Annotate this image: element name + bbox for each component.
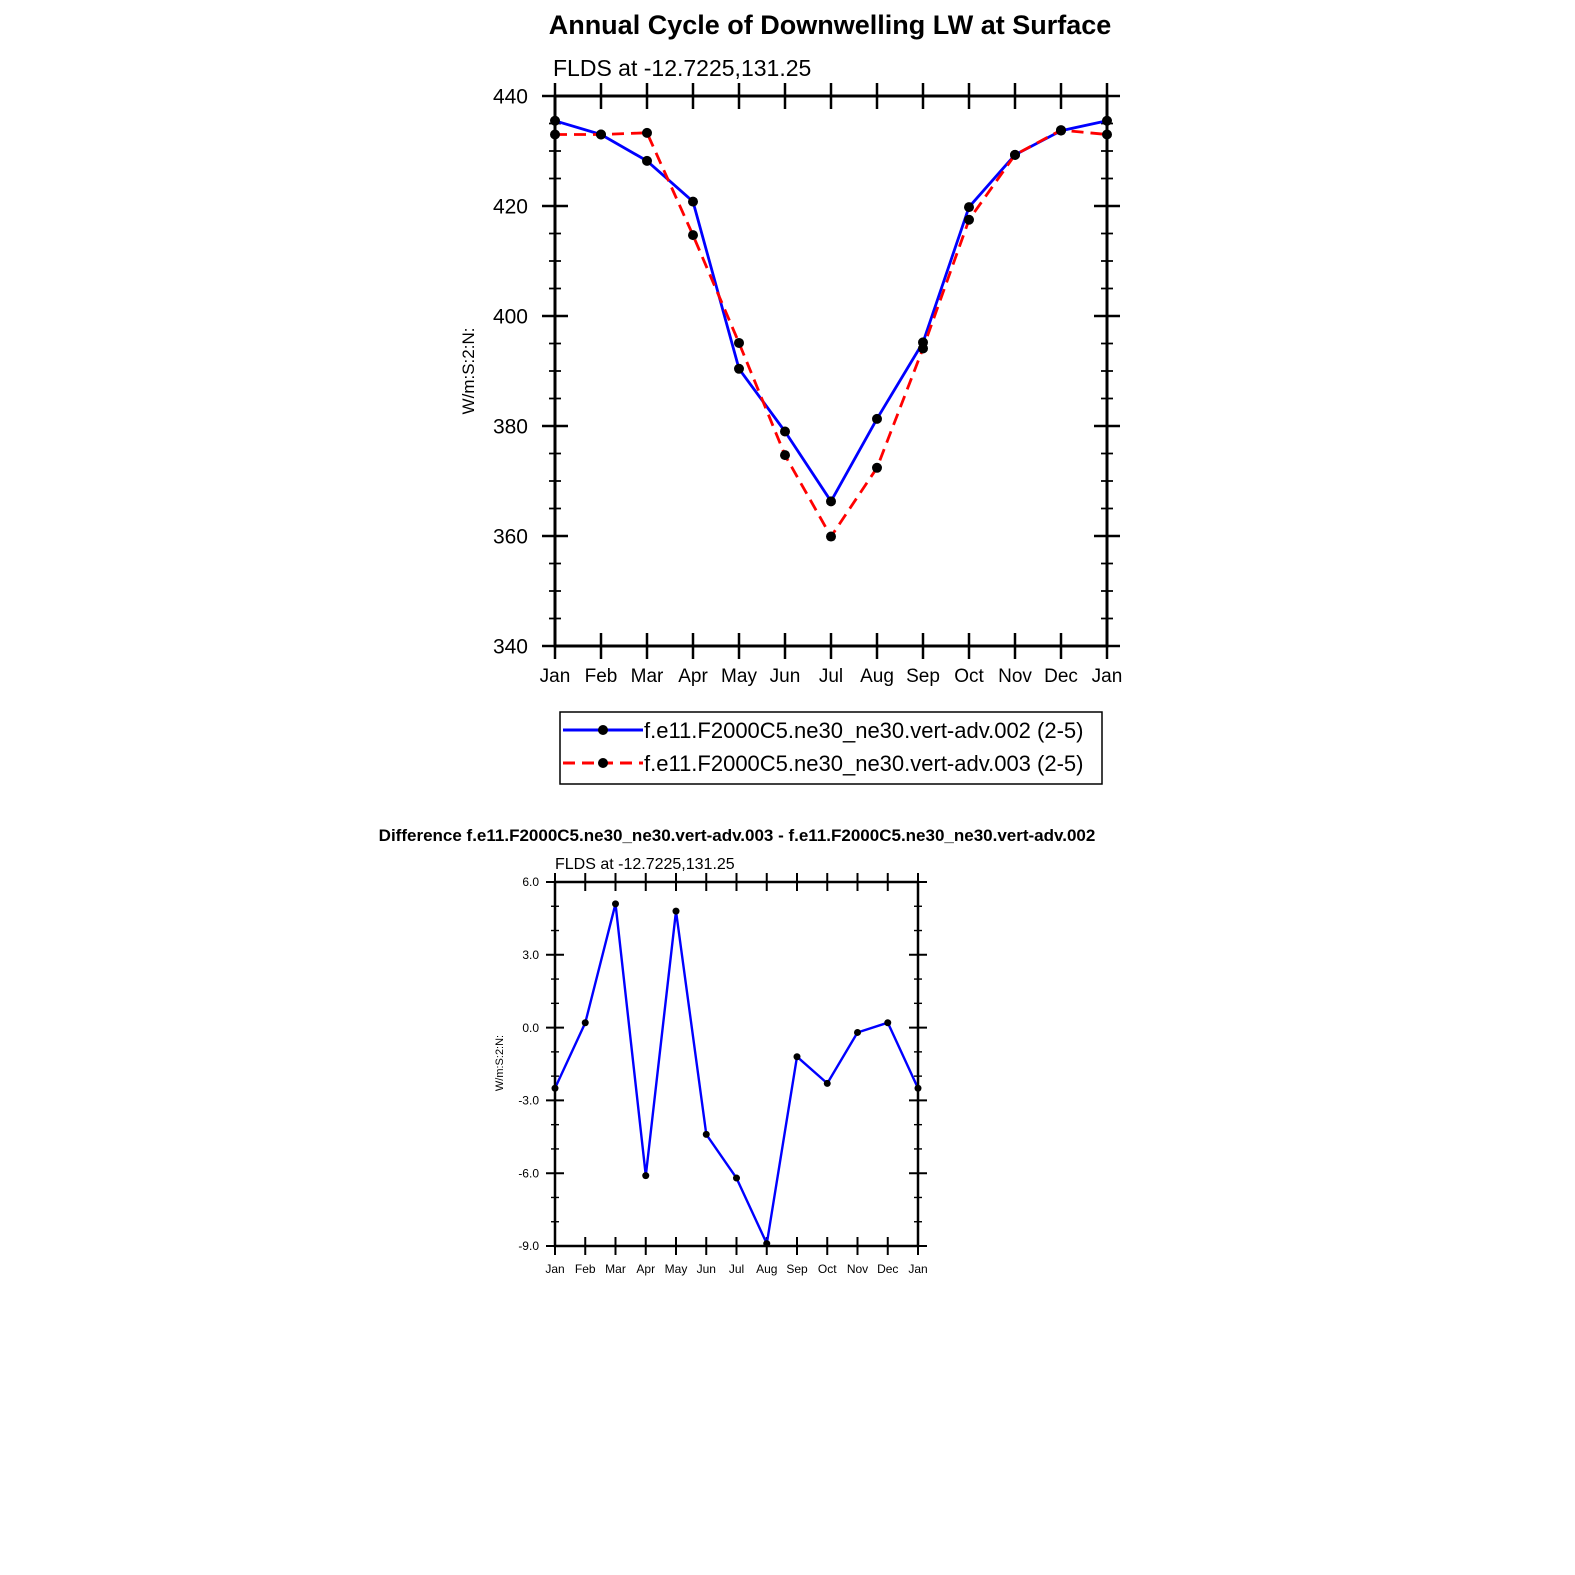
chart2-xtick-label-11: Dec <box>877 1262 898 1276</box>
legend-marker-series-1 <box>598 725 608 735</box>
chart2-ytick-label-4: 3.0 <box>522 948 539 962</box>
chart1-series-2-point-6 <box>826 531 836 542</box>
chart1-xtick-label-3: Apr <box>678 666 708 687</box>
chart2-xtick-label-7: Aug <box>756 1262 777 1276</box>
chart1-series-2-point-3 <box>688 230 698 241</box>
chart1-xtick-labels: Jan Feb Mar Apr May Jun Jul Aug Sep Oct Nov Dec Jan <box>540 666 1123 687</box>
chart2-ytick-labels: -9.0 -6.0 -3.0 0.0 3.0 6.0 <box>518 875 539 1253</box>
chart2-xtick-label-4: May <box>665 1262 688 1276</box>
legend-marker-series-2 <box>598 758 608 768</box>
chart1-axis-ticks <box>542 83 1120 659</box>
chart1-series-2-point-7 <box>872 462 882 473</box>
chart1-legend-box <box>559 711 1103 785</box>
chart1-xtick-label-5: Jun <box>770 666 801 687</box>
chart1-legend: f.e11.F2000C5.ne30_ne30.vert-adv.002 (2-… <box>559 711 1103 785</box>
chart2-plot-frame <box>553 880 920 1248</box>
chart1-series-line-1 <box>554 119 1108 503</box>
chart2-ytick-label-1: -6.0 <box>518 1166 539 1180</box>
chart1-ytick-label-5: 440 <box>493 85 528 108</box>
chart1-series-2-point-11 <box>1056 125 1066 136</box>
chart1-series-group <box>550 115 1112 542</box>
chart2-series-1-point-8 <box>793 1053 801 1061</box>
chart2-xtick-label-6: Jul <box>729 1262 744 1276</box>
chart1-xtick-label-0: Jan <box>540 666 571 687</box>
chart1-series-2-point-9 <box>964 214 974 225</box>
chart1-ytick-labels: 340 360 380 400 420 440 <box>493 85 528 658</box>
chart1-series-1-point-5 <box>780 426 790 437</box>
chart2-series-1-point-4 <box>672 907 680 915</box>
chart1-ytick-label-1: 360 <box>493 525 528 548</box>
chart2-xtick-label-8: Sep <box>786 1262 808 1276</box>
chart2-xtick-label-12: Jan <box>908 1262 927 1276</box>
chart1-xtick-label-10: Nov <box>998 666 1032 687</box>
chart2-xtick-label-9: Oct <box>818 1262 837 1276</box>
chart1-series-1-point-4 <box>734 363 744 374</box>
chart2-xtick-label-10: Nov <box>847 1262 868 1276</box>
chart2-series-1-point-2 <box>612 900 619 908</box>
chart2-series-1-point-6 <box>733 1174 740 1182</box>
chart2-xtick-label-5: Jun <box>697 1262 716 1276</box>
chart1-series-1-point-3 <box>688 196 698 207</box>
chart1-xtick-label-9: Oct <box>954 666 984 687</box>
chart1-series-line-2 <box>555 128 1108 538</box>
chart2-xtick-label-2: Mar <box>605 1262 626 1276</box>
chart2-series-1-point-3 <box>642 1172 650 1180</box>
chart1-subtitle: FLDS at -12.7225,131.25 <box>553 55 811 81</box>
chart2-series-group <box>551 900 922 1248</box>
chart1-series-2-point-8 <box>918 343 928 354</box>
chart2-xtick-label-0: Jan <box>545 1262 564 1276</box>
chart1-xtick-label-6: Jul <box>819 666 843 687</box>
chart2-series-1-point-11 <box>884 1019 892 1027</box>
chart1-ytick-label-3: 400 <box>493 305 528 328</box>
chart1-series-1-point-2 <box>642 155 652 166</box>
chart2-series-1-point-1 <box>581 1019 589 1027</box>
chart1-ytick-label-2: 380 <box>493 415 528 438</box>
chart1-xtick-label-8: Sep <box>906 666 940 687</box>
chart2-series-1-point-10 <box>854 1028 861 1036</box>
chart1-series-1-point-9 <box>964 202 974 213</box>
chart1-series-2-point-1 <box>596 129 606 140</box>
legend-label-series-2: f.e11.F2000C5.ne30_ne30.vert-adv.003 (2-… <box>644 751 1083 776</box>
chart1-ytick-label-0: 340 <box>493 635 528 658</box>
chart1-xtick-label-12: Jan <box>1092 666 1123 687</box>
chart2-series-1-point-5 <box>702 1130 710 1138</box>
chart1-series-2-point-5 <box>780 450 790 461</box>
chart1-xtick-label-11: Dec <box>1044 666 1078 687</box>
chart2-axis-ticks <box>546 873 927 1255</box>
chart2-ytick-label-5: 6.0 <box>522 875 539 889</box>
chart1-xtick-label-4: May <box>721 666 757 687</box>
chart2-title: Difference f.e11.F2000C5.ne30_ne30.vert-… <box>379 826 1096 845</box>
chart1-series-2-point-4 <box>734 337 744 348</box>
chart2-ytick-label-2: -3.0 <box>518 1094 539 1108</box>
chart1-series-2-point-2 <box>642 127 652 138</box>
chart2-ylabel: W/m:S:2:N: <box>494 1035 506 1091</box>
chart1-series-1-point-6 <box>826 496 836 507</box>
chart2-xtick-label-3: Apr <box>636 1262 655 1276</box>
chart1-series-1-point-7 <box>872 413 882 424</box>
chart1-xtick-label-1: Feb <box>585 666 618 687</box>
chart1-plot-frame <box>553 94 1109 648</box>
chart2-xtick-label-1: Feb <box>575 1262 596 1276</box>
chart1-ylabel: W/m:S:2:N: <box>459 328 478 415</box>
chart2-series-1-point-9 <box>823 1079 831 1087</box>
chart2-xtick-labels: Jan Feb Mar Apr May Jun Jul Aug Sep Oct Nov Dec Jan <box>545 1262 927 1276</box>
chart1-series-2-point-10 <box>1010 149 1020 160</box>
chart2-ytick-label-3: 0.0 <box>522 1021 539 1035</box>
chart2-series-line-1 <box>553 902 920 1245</box>
chart1-ytick-label-4: 420 <box>493 195 528 218</box>
chart1-xtick-label-2: Mar <box>631 666 664 687</box>
chart1-xtick-label-7: Aug <box>860 666 894 687</box>
legend-label-series-1: f.e11.F2000C5.ne30_ne30.vert-adv.002 (2-… <box>644 718 1083 743</box>
chart2-ytick-label-0: -9.0 <box>518 1239 539 1253</box>
chart2-subtitle: FLDS at -12.7225,131.25 <box>555 856 735 873</box>
chart1-title: Annual Cycle of Downwelling LW at Surfac… <box>549 10 1112 40</box>
